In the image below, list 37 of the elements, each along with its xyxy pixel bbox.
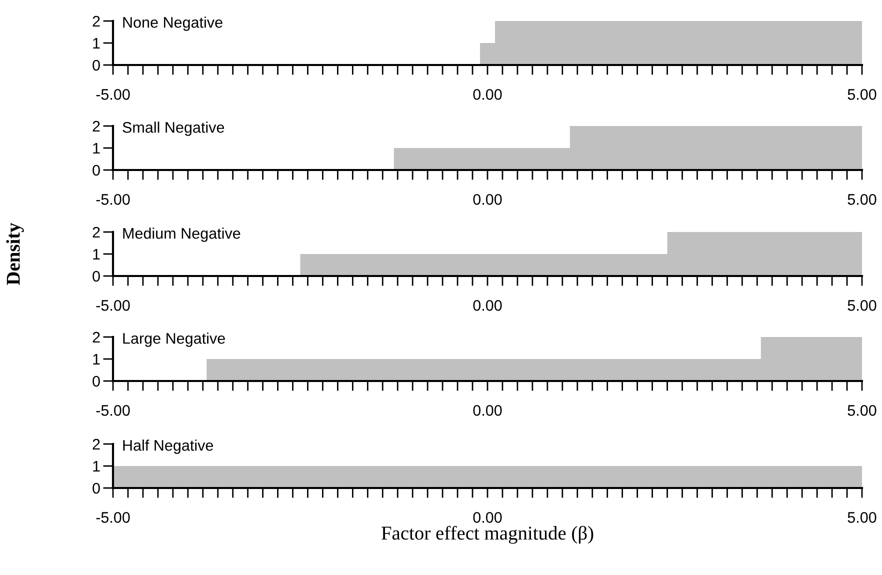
x-tick-label: 5.00 bbox=[848, 405, 876, 416]
y-tick-label: 1 bbox=[93, 38, 100, 49]
x-tick-label: -5.00 bbox=[96, 300, 130, 311]
x-tick-label: 0.00 bbox=[473, 194, 502, 205]
y-tick-label: 0 bbox=[92, 376, 100, 387]
y-tick-label: 1 bbox=[93, 354, 100, 365]
x-tick-label: -5.00 bbox=[96, 89, 130, 100]
chart-title: Half Negative bbox=[123, 440, 214, 454]
x-tick-label: -5.00 bbox=[96, 405, 130, 416]
y-tick-label: 0 bbox=[92, 164, 100, 176]
chart-title: Small Negative bbox=[122, 122, 224, 136]
x-tick-label: -5.00 bbox=[96, 512, 130, 523]
y-tick-label: 1 bbox=[93, 143, 100, 154]
x-tick-label: 5.00 bbox=[848, 300, 876, 311]
x-axis-title: Factor effect magnitude (β) bbox=[382, 526, 594, 544]
y-tick-label: 1 bbox=[93, 461, 100, 472]
y-tick-label: 0 bbox=[92, 270, 100, 282]
x-tick-label: 5.00 bbox=[848, 194, 876, 205]
chart-title: Large Negative bbox=[123, 332, 225, 347]
y-tick-label: 1 bbox=[93, 249, 100, 260]
x-tick-label: 0.00 bbox=[473, 405, 502, 416]
y-tick-label: 2 bbox=[92, 120, 100, 132]
x-tick-label: -5.00 bbox=[96, 194, 130, 205]
y-tick-label: 0 bbox=[92, 60, 100, 71]
x-tick-label: 0.00 bbox=[473, 512, 502, 523]
chart-title: None Negative bbox=[123, 16, 222, 31]
y-axis-title: Density bbox=[6, 222, 24, 285]
y-tick-label: 2 bbox=[92, 226, 100, 238]
y-tick-label: 0 bbox=[92, 482, 100, 494]
y-tick-label: 2 bbox=[92, 16, 100, 27]
y-tick-label: 2 bbox=[92, 438, 100, 450]
x-tick-label: 0.00 bbox=[473, 89, 502, 100]
x-tick-label: 5.00 bbox=[848, 512, 876, 523]
chart-title: Medium Negative bbox=[123, 228, 240, 242]
x-tick-label: 5.00 bbox=[848, 89, 876, 100]
y-tick-label: 2 bbox=[92, 332, 100, 343]
x-tick-label: 0.00 bbox=[473, 300, 502, 311]
